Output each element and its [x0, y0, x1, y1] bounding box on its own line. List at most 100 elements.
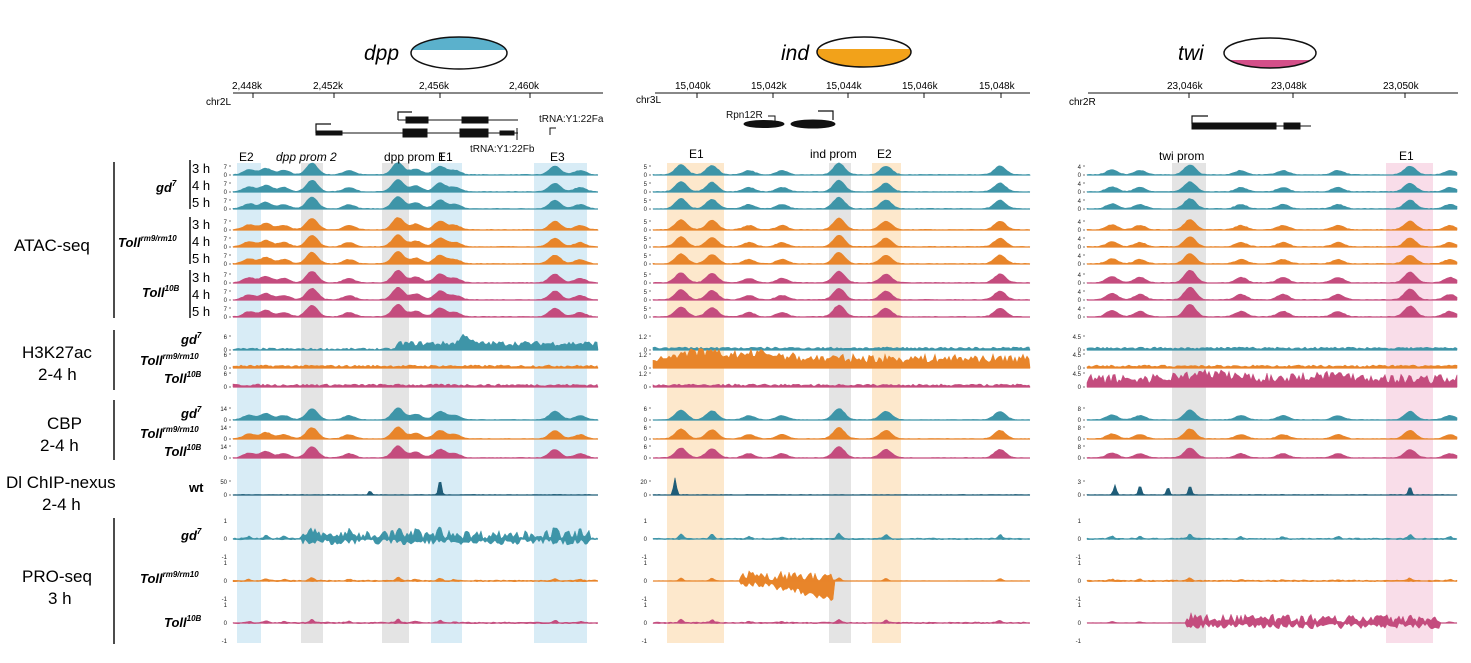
y-tick-max: 6 [224, 335, 228, 341]
region-highlight [1172, 163, 1206, 643]
y-tick-zero: 0 [1078, 190, 1082, 196]
assay-label-h3k27ac: H3K27ac [22, 343, 92, 362]
h3k27ac-track [232, 383, 599, 388]
condition-label-pro-gd7: gd7 [180, 527, 202, 543]
y-tick-zero: 0 [1078, 366, 1082, 372]
y-tick-min: -1 [642, 597, 648, 603]
y-tick-max: 4 [1078, 290, 1082, 296]
y-tick-max: 4 [1078, 165, 1082, 171]
region-highlight [829, 163, 851, 643]
y-tick-max: 5 [644, 273, 648, 279]
y-tick-zero: 0 [224, 207, 228, 213]
y-tick-max: 1 [224, 561, 228, 567]
y-tick-zero: 0 [224, 621, 228, 627]
y-tick-max: 5 [644, 182, 648, 188]
y-tick-zero: 0 [644, 456, 648, 462]
y-tick-zero: 0 [1078, 621, 1082, 627]
assay-label-cbp: CBP [47, 414, 82, 433]
timepoint-label: 4 h [192, 178, 210, 193]
gene-label: Rpn12R [726, 110, 763, 121]
y-tick-zero: 0 [1078, 456, 1082, 462]
h3k27ac-track [232, 333, 599, 351]
y-tick-zero: 0 [1078, 579, 1082, 585]
condition-label-h3-toll10b: Toll10B [164, 370, 202, 386]
y-tick-max: 5 [644, 199, 648, 205]
region-highlight [534, 163, 587, 643]
atac-track [232, 234, 599, 248]
region-label: E1 [689, 147, 704, 161]
y-tick-max: 8 [1078, 445, 1082, 451]
timepoint-label: 4 h [192, 234, 210, 249]
condition-label-toll10b: Toll10B [142, 284, 180, 300]
y-tick-max: 4.5 [1073, 335, 1082, 341]
timepoint-label: 3 h [192, 161, 210, 176]
h3k27ac-track [1086, 368, 1458, 388]
h3k27ac-track [1086, 364, 1458, 369]
assay-label-pro-time: 3 h [48, 589, 72, 608]
gene-title-dpp: dpp [364, 42, 399, 65]
assay-label-atac: ATAC-seq [14, 236, 90, 255]
gene-model-twi [1191, 115, 1311, 130]
y-tick-zero: 0 [644, 173, 648, 179]
timepoint-label: 5 h [192, 195, 210, 210]
y-tick-zero: 0 [644, 418, 648, 424]
y-tick-min: -1 [222, 555, 228, 561]
condition-label-h3-gd7: gd7 [180, 331, 202, 347]
y-tick-max: 6 [644, 407, 648, 413]
y-tick-max: 4.5 [1073, 372, 1082, 378]
gene-label: tRNA:Y1:22Fb [470, 144, 535, 155]
y-tick-zero: 0 [644, 348, 648, 354]
condition-label-cbp-gd7: gd7 [180, 405, 202, 421]
y-tick-max: 14 [220, 445, 227, 451]
y-tick-max: 7 [224, 182, 228, 188]
y-tick-max: 1 [1078, 561, 1082, 567]
y-tick-zero: 0 [644, 437, 648, 443]
atac-track [1086, 236, 1458, 248]
y-tick-max: 14 [220, 407, 227, 413]
y-tick-max: 8 [1078, 407, 1082, 413]
y-tick-zero: 0 [224, 315, 228, 321]
svg-text:Toll10B: Toll10B [164, 443, 202, 459]
embryo-dpp-icon [410, 36, 508, 70]
y-tick-max: 4 [1078, 199, 1082, 205]
assay-label-dl-time: 2-4 h [42, 495, 81, 514]
y-tick-zero: 0 [224, 366, 228, 372]
h3k27ac-track [652, 348, 1031, 369]
y-tick-zero: 0 [644, 385, 648, 391]
y-tick-max: 4 [1078, 273, 1082, 279]
y-tick-zero: 0 [1078, 245, 1082, 251]
svg-text:gd7: gd7 [180, 527, 202, 543]
svg-text:gd7: gd7 [155, 179, 177, 195]
y-tick-zero: 0 [224, 298, 228, 304]
condition-label-h3-toll-rm9: Tollrm9/rm10 [140, 352, 199, 368]
svg-text:gd7: gd7 [180, 405, 202, 421]
y-tick-max: 7 [224, 307, 228, 313]
region-label: ind prom [810, 147, 857, 161]
y-tick-zero: 0 [224, 418, 228, 424]
y-tick-zero: 0 [644, 228, 648, 234]
y-tick-min: -1 [1076, 555, 1082, 561]
y-tick-max: 1 [644, 519, 648, 525]
condition-label-gd7: gd7 [155, 179, 177, 195]
y-tick-max: 5 [644, 165, 648, 171]
axis-tick-label: 23,046k [1167, 81, 1204, 92]
region-highlight [431, 163, 462, 643]
y-tick-zero: 0 [224, 228, 228, 234]
y-tick-zero: 0 [644, 315, 648, 321]
y-tick-max: 1 [1078, 603, 1082, 609]
h3k27ac-track [1086, 346, 1458, 351]
y-tick-max: 4 [1078, 237, 1082, 243]
y-tick-max: 1.2 [639, 353, 648, 359]
y-tick-zero: 0 [1078, 348, 1082, 354]
y-tick-zero: 0 [224, 173, 228, 179]
axis-tick-label: 2,448k [232, 81, 263, 92]
h3k27ac-track [652, 346, 1031, 351]
assay-label-cbp-time: 2-4 h [40, 436, 79, 455]
y-tick-min: -1 [642, 639, 648, 645]
atac-track [232, 179, 599, 193]
condition-label-pro-toll-rm9: Tollrm9/rm10 [140, 570, 199, 586]
axis-tick-label: 15,048k [979, 81, 1016, 92]
y-tick-zero: 0 [1078, 418, 1082, 424]
y-tick-zero: 0 [224, 456, 228, 462]
y-tick-max: 1 [224, 519, 228, 525]
